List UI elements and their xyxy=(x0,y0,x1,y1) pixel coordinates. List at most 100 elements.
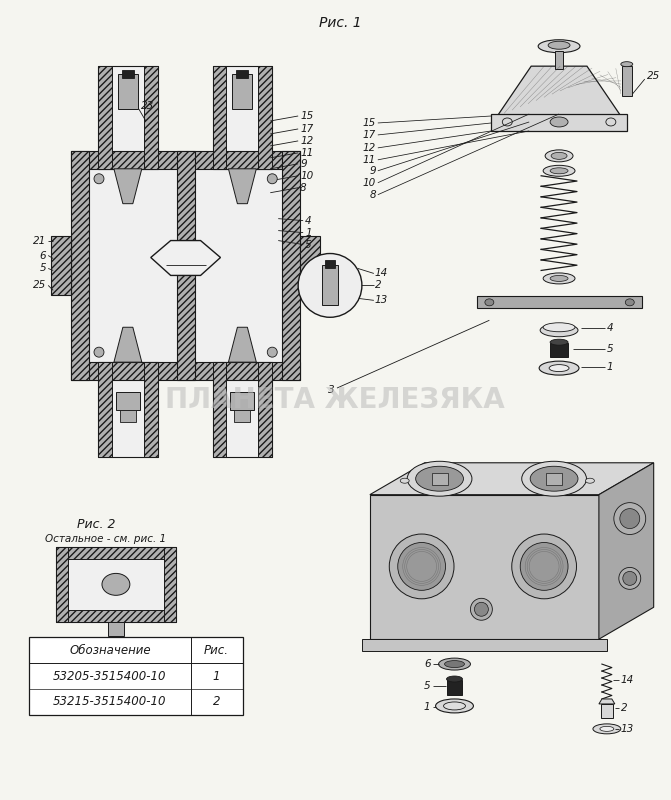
Text: 15: 15 xyxy=(362,118,376,128)
Bar xyxy=(230,392,254,410)
Polygon shape xyxy=(599,699,615,704)
Bar xyxy=(51,235,71,295)
Polygon shape xyxy=(228,169,256,204)
Ellipse shape xyxy=(539,361,579,375)
Bar xyxy=(213,362,226,457)
Bar xyxy=(108,622,124,636)
Bar xyxy=(195,169,282,362)
Ellipse shape xyxy=(621,62,633,66)
Bar xyxy=(258,362,272,457)
Ellipse shape xyxy=(398,542,446,590)
Bar xyxy=(98,362,112,457)
Ellipse shape xyxy=(550,117,568,127)
Polygon shape xyxy=(491,114,627,131)
Bar xyxy=(56,547,68,622)
Bar xyxy=(362,639,607,651)
Text: 6: 6 xyxy=(424,659,431,669)
Ellipse shape xyxy=(485,299,494,306)
Bar xyxy=(122,70,134,78)
Ellipse shape xyxy=(545,150,573,162)
Ellipse shape xyxy=(474,602,488,616)
Text: 10: 10 xyxy=(300,170,313,181)
Bar xyxy=(56,610,176,622)
Text: 2: 2 xyxy=(375,280,381,290)
Bar xyxy=(431,473,448,485)
Text: 6: 6 xyxy=(40,250,46,261)
Ellipse shape xyxy=(623,571,637,586)
Bar xyxy=(213,66,226,169)
Text: 4: 4 xyxy=(305,216,312,226)
Text: 53205-3515400-10: 53205-3515400-10 xyxy=(53,670,166,682)
Ellipse shape xyxy=(538,40,580,53)
Ellipse shape xyxy=(446,676,462,682)
Bar xyxy=(118,74,138,109)
Bar xyxy=(116,392,140,410)
Text: Рис.: Рис. xyxy=(204,644,229,657)
Text: 11: 11 xyxy=(300,148,313,158)
Polygon shape xyxy=(151,241,221,275)
Bar xyxy=(258,66,272,169)
Bar xyxy=(232,74,252,109)
Bar xyxy=(98,362,158,457)
Ellipse shape xyxy=(267,174,277,184)
Ellipse shape xyxy=(439,658,470,670)
Text: 13: 13 xyxy=(375,295,388,306)
Ellipse shape xyxy=(530,466,578,491)
Ellipse shape xyxy=(407,462,472,496)
Bar xyxy=(370,494,599,639)
Text: 14: 14 xyxy=(375,269,388,278)
Ellipse shape xyxy=(620,509,639,529)
Bar xyxy=(446,680,462,695)
Ellipse shape xyxy=(614,502,646,534)
Bar xyxy=(213,66,272,169)
Text: 5: 5 xyxy=(424,681,431,691)
Ellipse shape xyxy=(586,478,595,483)
Polygon shape xyxy=(114,169,142,204)
Text: 1: 1 xyxy=(607,362,613,372)
Ellipse shape xyxy=(415,466,464,491)
Text: Остальное - см. рис. 1: Остальное - см. рис. 1 xyxy=(46,534,166,543)
Ellipse shape xyxy=(503,118,512,126)
Ellipse shape xyxy=(593,724,621,734)
Ellipse shape xyxy=(550,168,568,174)
Text: 3: 3 xyxy=(328,385,335,395)
Text: 4: 4 xyxy=(607,323,613,334)
Ellipse shape xyxy=(551,152,567,159)
Text: 12: 12 xyxy=(362,143,376,153)
Text: 1: 1 xyxy=(305,227,312,238)
Text: 9: 9 xyxy=(300,159,307,169)
Bar xyxy=(322,266,338,306)
Polygon shape xyxy=(370,462,654,494)
Text: 17: 17 xyxy=(362,130,376,140)
Text: 17: 17 xyxy=(300,124,313,134)
Text: Рис. 1: Рис. 1 xyxy=(319,16,361,30)
Bar xyxy=(56,547,176,622)
Ellipse shape xyxy=(600,726,614,731)
Ellipse shape xyxy=(549,365,569,371)
Text: 1: 1 xyxy=(424,702,431,712)
Bar xyxy=(601,704,613,718)
Bar xyxy=(144,66,158,169)
Ellipse shape xyxy=(540,324,578,337)
Bar xyxy=(71,151,89,380)
Text: 1: 1 xyxy=(213,670,220,682)
Text: 5: 5 xyxy=(305,239,312,250)
Text: 5: 5 xyxy=(607,344,613,354)
Bar xyxy=(144,362,158,457)
Bar xyxy=(89,169,176,362)
Bar xyxy=(477,296,641,308)
Bar xyxy=(300,235,320,295)
Text: 25: 25 xyxy=(647,71,660,81)
Bar xyxy=(56,547,176,559)
Ellipse shape xyxy=(625,299,634,306)
Bar xyxy=(234,410,250,422)
Bar xyxy=(120,410,136,422)
Bar xyxy=(164,547,176,622)
Bar xyxy=(555,51,563,69)
Ellipse shape xyxy=(445,661,464,667)
Bar xyxy=(30,637,244,715)
Bar xyxy=(546,473,562,485)
Text: ПЛАНЕТА ЖЕЛЕЗЯКА: ПЛАНЕТА ЖЕЛЕЗЯКА xyxy=(165,386,505,414)
Ellipse shape xyxy=(550,275,568,282)
Bar xyxy=(282,151,300,380)
